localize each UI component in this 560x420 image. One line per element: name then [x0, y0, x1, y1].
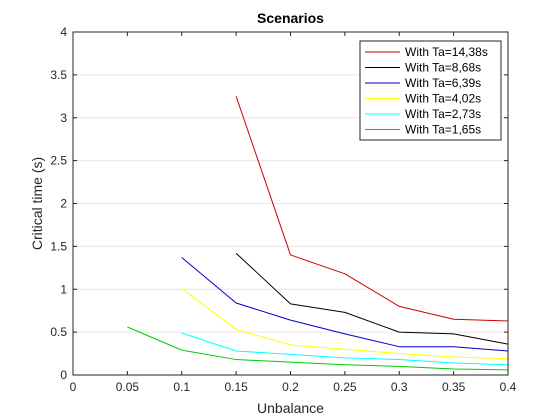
y-tick-label-8: 4 [60, 25, 67, 39]
x-tick-label-6: 0.3 [391, 380, 408, 394]
legend-label-0: With Ta=14,38s [405, 45, 488, 59]
y-tick-label-5: 2.5 [50, 154, 67, 168]
x-tick-label-7: 0.35 [442, 380, 466, 394]
legend-box [359, 40, 502, 141]
series-line-2 [181, 257, 509, 352]
y-tick-label-2: 1 [60, 282, 67, 296]
series-line-5 [127, 326, 509, 371]
x-axis-label: Unbalance [257, 400, 324, 416]
legend-label-1: With Ta=8,68s [405, 61, 481, 75]
chart-title: Scenarios [257, 10, 324, 26]
y-axis-label: Critical time (s) [29, 157, 45, 250]
legend-label-3: With Ta=4,02s [405, 92, 481, 106]
y-tick-label-7: 3.5 [50, 68, 67, 82]
y-tick-label-6: 3 [60, 111, 67, 125]
legend-label-2: With Ta=6,39s [405, 76, 481, 90]
series-line-1 [235, 252, 509, 345]
x-tick-label-3: 0.15 [224, 380, 248, 394]
x-tick-label-4: 0.2 [282, 380, 299, 394]
y-tick-label-4: 2 [60, 197, 67, 211]
legend-label-4: With Ta=2,73s [405, 107, 481, 121]
y-tick-label-1: 0.5 [50, 325, 67, 339]
x-tick-label-8: 0.4 [500, 380, 517, 394]
legend-label-5: With Ta=1,65s [405, 123, 481, 137]
y-tick-label-0: 0 [60, 368, 67, 382]
series-line-0 [235, 96, 509, 322]
y-tick-label-3: 1.5 [50, 239, 67, 253]
series-line-4 [181, 332, 509, 366]
x-tick-label-1: 0.05 [116, 380, 140, 394]
x-tick-label-0: 0 [70, 380, 77, 394]
x-tick-label-5: 0.25 [333, 380, 357, 394]
series-line-3 [181, 287, 509, 360]
x-tick-label-2: 0.1 [173, 380, 190, 394]
